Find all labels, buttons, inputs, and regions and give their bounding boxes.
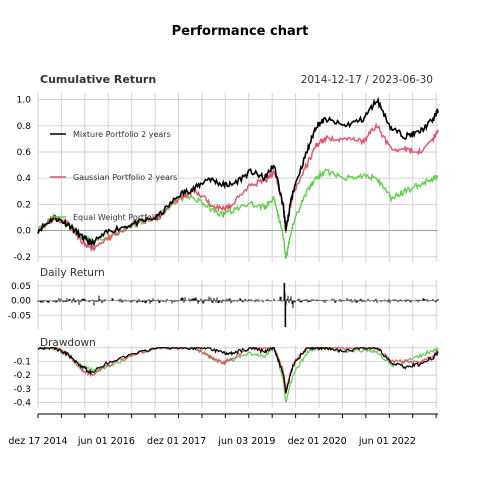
x-tick-label: jun 01 2016 bbox=[77, 436, 135, 447]
x-tick-label: jun 01 2022 bbox=[358, 436, 416, 447]
y-tick-label: -0.4 bbox=[13, 399, 31, 409]
legend-label: Gaussian Portfolio 2 years bbox=[73, 173, 177, 182]
daily-bars bbox=[37, 282, 439, 328]
y-tick-label: -0.1 bbox=[13, 357, 31, 367]
y-tick-label: -0.2 bbox=[13, 371, 31, 381]
drawdown-grid bbox=[37, 345, 438, 408]
x-tick-label: dez 01 2020 bbox=[288, 436, 347, 447]
x-tick-label: jun 03 2019 bbox=[217, 436, 275, 447]
x-axis: dez 17 2014 jun 01 2016 dez 01 2017 jun 03 … bbox=[8, 413, 438, 447]
date-range-label: 2014-12-17 / 2023-06-30 bbox=[301, 74, 433, 86]
y-tick-label: 0.05 bbox=[11, 282, 31, 292]
cumulative-panel-title: Cumulative Return bbox=[40, 73, 156, 86]
cumulative-y-axis: 1.0 0.8 0.6 0.4 0.2 0.0 -0.2 bbox=[13, 96, 31, 263]
legend-label: Equal Weight Portfolio bbox=[73, 213, 161, 222]
chart-title: Performance chart bbox=[172, 24, 309, 39]
cumulative-panel: Cumulative Return 2014-12-17 / 2023-06-3… bbox=[13, 73, 439, 263]
daily-panel-title: Daily Return bbox=[40, 267, 105, 279]
daily-y-axis: 0.05 0.00 -0.05 bbox=[8, 282, 32, 321]
x-tick-label: dez 01 2017 bbox=[147, 436, 206, 447]
y-tick-label: 1.0 bbox=[17, 96, 32, 106]
y-tick-label: 0.2 bbox=[17, 200, 31, 210]
daily-grid bbox=[37, 280, 438, 330]
y-tick-label: -0.2 bbox=[13, 253, 31, 263]
y-tick-label: -0.05 bbox=[8, 311, 31, 321]
y-tick-label: 0.6 bbox=[17, 148, 32, 158]
y-tick-label: 0.8 bbox=[17, 122, 32, 132]
drawdown-line-mixture bbox=[37, 346, 439, 394]
drawdown-panel: Drawdown -0.1 -0.2 -0.3 -0.4 bbox=[13, 337, 439, 409]
daily-panel: Daily Return 0.05 0.00 -0.05 bbox=[8, 267, 439, 330]
y-tick-label: 0.00 bbox=[11, 297, 31, 307]
y-tick-label: 0.0 bbox=[17, 227, 32, 237]
series-line-gaussian bbox=[37, 122, 439, 253]
series-line-mixture bbox=[37, 96, 439, 248]
drawdown-line-equal-weight bbox=[37, 346, 439, 403]
legend: Mixture Portfolio 2 years Gaussian Portfo… bbox=[50, 130, 177, 222]
cumulative-series bbox=[37, 96, 439, 259]
y-tick-label: 0.4 bbox=[17, 174, 32, 184]
drawdown-series bbox=[37, 346, 439, 403]
x-tick-label: dez 17 2014 bbox=[8, 436, 67, 447]
legend-label: Mixture Portfolio 2 years bbox=[73, 130, 171, 139]
drawdown-y-axis: -0.1 -0.2 -0.3 -0.4 bbox=[13, 357, 31, 408]
y-tick-label: -0.3 bbox=[13, 385, 31, 395]
drawdown-panel-title: Drawdown bbox=[40, 337, 96, 349]
